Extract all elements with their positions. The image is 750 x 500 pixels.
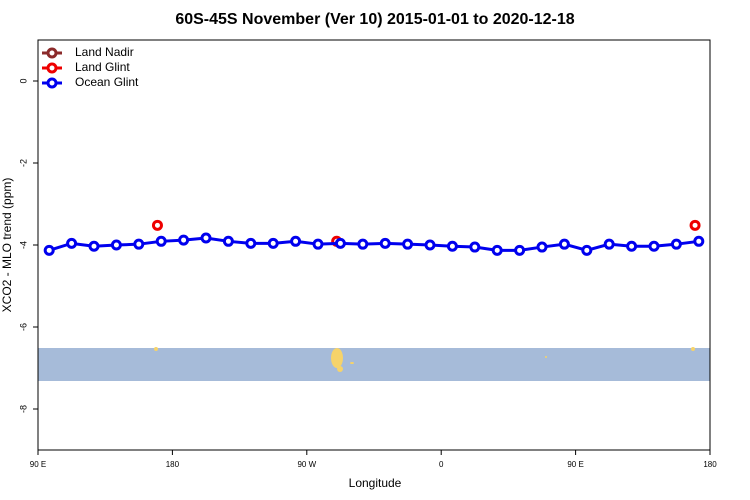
x-axis-label: Longitude xyxy=(349,476,402,490)
point xyxy=(66,237,78,249)
point xyxy=(536,241,548,253)
point xyxy=(469,241,481,253)
point xyxy=(222,235,234,247)
point xyxy=(558,238,570,250)
point xyxy=(43,244,55,256)
point xyxy=(245,237,257,249)
point xyxy=(151,219,163,231)
point xyxy=(402,238,414,250)
point xyxy=(491,244,503,256)
point xyxy=(200,232,212,244)
x-tick-label: 180 xyxy=(703,460,717,469)
point xyxy=(581,244,593,256)
point xyxy=(603,238,615,250)
y-tick-label: -6 xyxy=(18,323,28,331)
point xyxy=(379,237,391,249)
point xyxy=(689,219,701,231)
point xyxy=(648,240,660,252)
x-tick-label: 180 xyxy=(166,460,180,469)
point xyxy=(670,238,682,250)
x-tick-label: 90 W xyxy=(297,460,316,469)
land-shapes xyxy=(154,347,695,372)
point xyxy=(133,238,145,250)
legend-label: Land Glint xyxy=(75,60,130,74)
point xyxy=(514,244,526,256)
y-tick-label: -4 xyxy=(18,241,28,249)
point xyxy=(312,238,324,250)
series-line xyxy=(48,236,699,252)
point xyxy=(357,238,369,250)
legend-label: Land Nadir xyxy=(75,45,134,59)
x-tick-label: 90 E xyxy=(567,460,583,469)
legend-marker xyxy=(46,77,58,89)
point xyxy=(178,234,190,246)
point xyxy=(693,235,705,247)
point xyxy=(424,239,436,251)
legend-marker xyxy=(46,62,58,74)
point xyxy=(155,235,167,247)
x-tick-label: 90 E xyxy=(30,460,46,469)
y-tick-label: -8 xyxy=(18,405,28,413)
point xyxy=(267,237,279,249)
point xyxy=(88,240,100,252)
ocean-band xyxy=(38,348,710,381)
y-axis-label: XCO2 - MLO trend (ppm) xyxy=(0,178,14,313)
point xyxy=(290,235,302,247)
point xyxy=(110,239,122,251)
point xyxy=(626,240,638,252)
point xyxy=(446,240,458,252)
y-tick-label: 0 xyxy=(18,78,28,83)
legend-label: Ocean Glint xyxy=(75,75,139,89)
y-tick-label: -2 xyxy=(18,159,28,167)
chart-title: 60S-45S November (Ver 10) 2015-01-01 to … xyxy=(175,11,574,28)
point xyxy=(334,237,346,249)
legend-marker xyxy=(46,47,58,59)
x-tick-label: 0 xyxy=(439,460,444,469)
